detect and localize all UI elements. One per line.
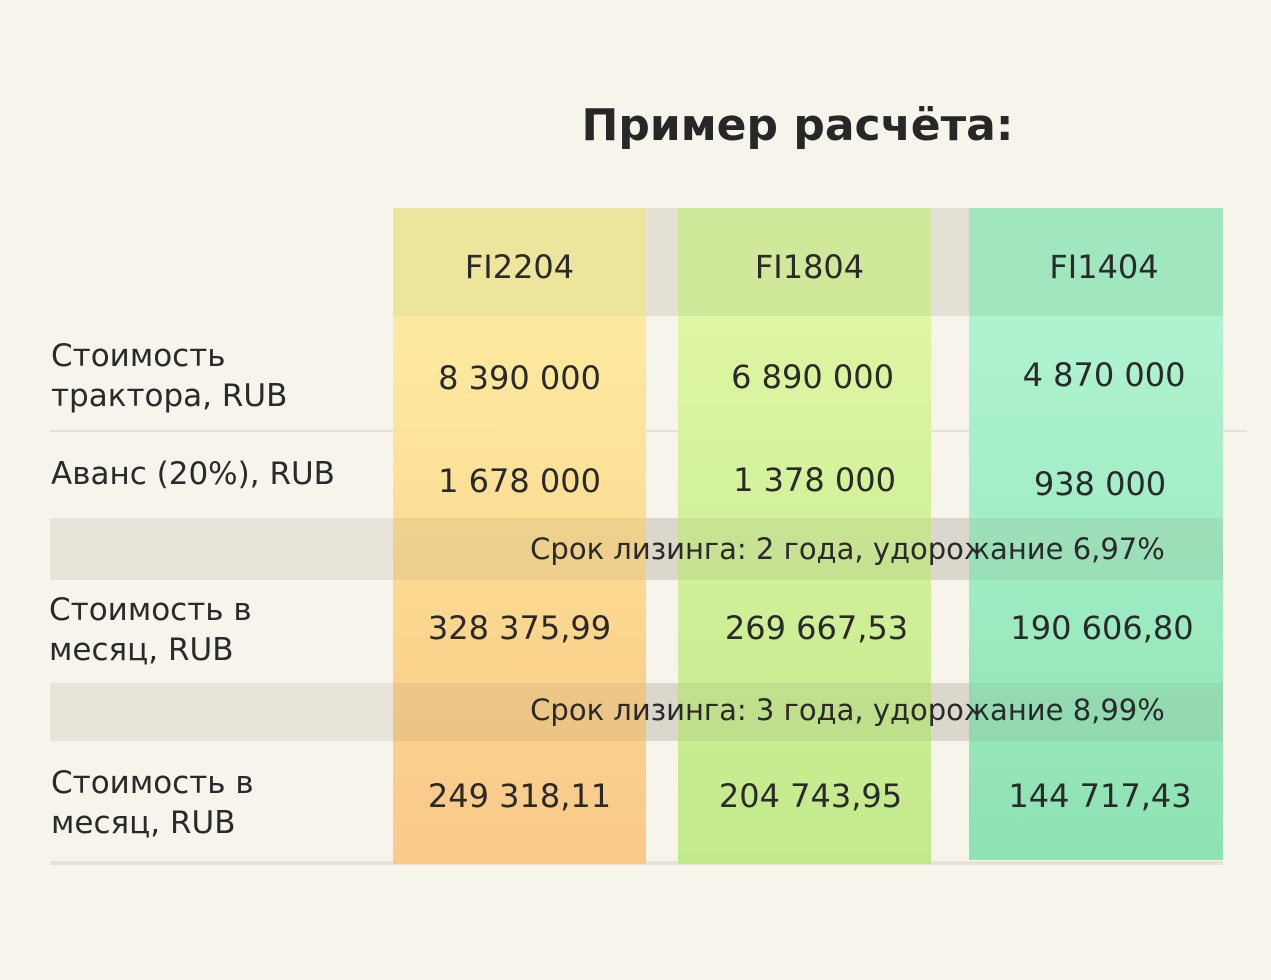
monthly-2y-value-fi1804: 269 667,53 <box>724 609 909 647</box>
row-label-line: трактора, RUB <box>51 378 288 414</box>
monthly-3y-value-fi2204: 249 318,11 <box>427 777 612 815</box>
row-label-monthly-3y: Стоимость в месяц, RUB <box>51 763 254 843</box>
row-label-line: Стоимость <box>51 338 226 374</box>
term-2-label: Срок лизинга: 2 года, удорожание 6,97% <box>530 532 1165 566</box>
row-label-monthly-2y: Стоимость в месяц, RUB <box>49 590 252 670</box>
column-header-fi1404: FI1404 <box>1049 248 1159 286</box>
advance-value-fi1404: 938 000 <box>1033 465 1167 503</box>
page-title: Пример расчёта: <box>581 100 1014 151</box>
cost-value-fi2204: 8 390 000 <box>438 359 601 397</box>
term-3-label: Срок лизинга: 3 года, удорожание 8,99% <box>530 693 1165 727</box>
monthly-2y-value-fi2204: 328 375,99 <box>427 609 612 647</box>
row-label-line: Стоимость в <box>49 592 252 628</box>
row-label-line: месяц, RUB <box>51 805 236 841</box>
row-divider <box>50 430 1247 432</box>
monthly-3y-value-fi1404: 144 717,43 <box>1008 777 1192 815</box>
row-label-line: Стоимость в <box>51 765 254 801</box>
band-overlay <box>393 518 1223 580</box>
header-cell-bg <box>393 208 646 316</box>
row-label-advance: Аванс (20%), RUB <box>51 456 335 492</box>
header-gap <box>646 208 678 316</box>
row-label-cost: Стоимость трактора, RUB <box>51 336 287 416</box>
column-fi2204-background <box>393 208 646 864</box>
header-cell-bg <box>969 208 1223 316</box>
advance-value-fi1804: 1 378 000 <box>733 461 896 499</box>
header-cell-bg <box>678 208 931 316</box>
cost-value-fi1804: 6 890 000 <box>731 358 894 396</box>
advance-value-fi2204: 1 678 000 <box>438 462 601 500</box>
row-label-line: месяц, RUB <box>49 632 234 668</box>
column-header-fi2204: FI2204 <box>464 248 575 286</box>
header-gap <box>931 208 969 316</box>
cost-value-fi1404: 4 870 000 <box>1022 356 1186 394</box>
column-fi1804-background <box>678 208 931 864</box>
column-fi1404-background <box>969 208 1223 860</box>
monthly-2y-value-fi1404: 190 606,80 <box>1010 609 1194 647</box>
column-header-fi1804: FI1804 <box>754 248 865 286</box>
band-overlay <box>393 683 1223 741</box>
monthly-3y-value-fi1804: 204 743,95 <box>718 777 903 815</box>
